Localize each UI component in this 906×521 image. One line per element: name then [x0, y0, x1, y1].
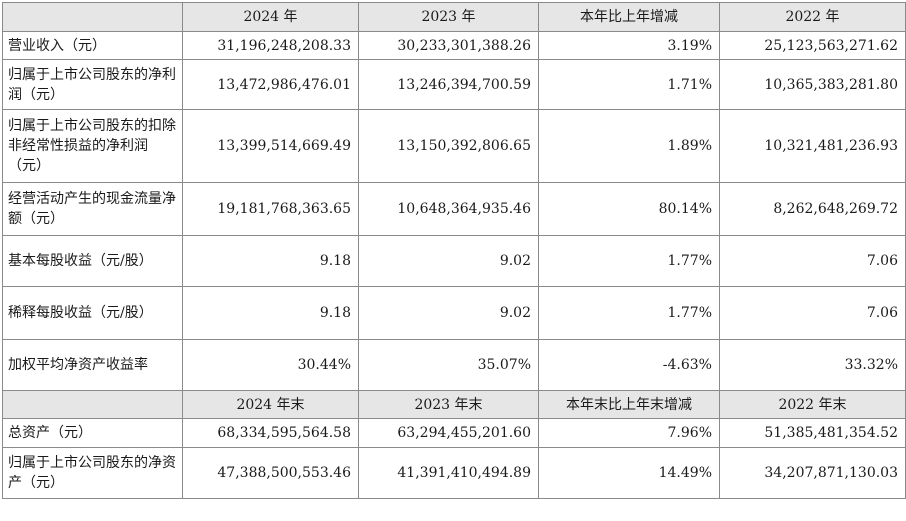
value-change: 80.14%: [538, 182, 720, 236]
value-2023: 9.02: [358, 286, 539, 340]
financial-summary-table: 2024 年 2023 年 本年比上年增减 2022 年 营业收入（元） 31,…: [2, 2, 906, 499]
table-row-weighted-roe: 加权平均净资产收益率 30.44% 35.07% -4.63% 33.32%: [2, 339, 906, 391]
value-2024: 19,181,768,363.65: [182, 182, 359, 236]
value-2022: 8,262,648,269.72: [719, 182, 906, 236]
subheader-end-2023: 2023 年末: [358, 390, 539, 419]
row-label: 总资产（元）: [2, 418, 183, 448]
value-2022: 51,385,481,354.52: [719, 418, 906, 448]
value-2022: 7.06: [719, 286, 906, 340]
value-2023: 13,246,394,700.59: [358, 59, 539, 110]
subheader-end-2024: 2024 年末: [182, 390, 359, 419]
table-row-net-profit-excl-nonrecurring: 归属于上市公司股东的扣除非经常性损益的净利润（元） 13,399,514,669…: [2, 109, 906, 183]
value-2024: 13,399,514,669.49: [182, 109, 359, 183]
row-label: 营业收入（元）: [2, 31, 183, 60]
value-2024: 68,334,595,564.58: [182, 418, 359, 448]
row-label: 基本每股收益（元/股）: [2, 235, 183, 287]
table-row-net-profit: 归属于上市公司股东的净利润（元） 13,472,986,476.01 13,24…: [2, 59, 906, 110]
value-2024: 9.18: [182, 286, 359, 340]
value-2023: 35.07%: [358, 339, 539, 391]
header-blank-cell: [2, 2, 183, 32]
value-2022: 25,123,563,271.62: [719, 31, 906, 60]
value-2022: 33.32%: [719, 339, 906, 391]
value-2024: 31,196,248,208.33: [182, 31, 359, 60]
value-change: 3.19%: [538, 31, 720, 60]
row-label: 经营活动产生的现金流量净额（元）: [2, 182, 183, 236]
value-change: 1.77%: [538, 286, 720, 340]
value-2023: 10,648,364,935.46: [358, 182, 539, 236]
value-2023: 13,150,392,806.65: [358, 109, 539, 183]
table-row-operating-revenue: 营业收入（元） 31,196,248,208.33 30,233,301,388…: [2, 31, 906, 60]
table-header-row: 2024 年 2023 年 本年比上年增减 2022 年: [2, 2, 906, 32]
header-2024: 2024 年: [182, 2, 359, 32]
subheader-blank-cell: [2, 390, 183, 419]
value-2023: 30,233,301,388.26: [358, 31, 539, 60]
value-change: 1.71%: [538, 59, 720, 110]
value-2023: 41,391,410,494.89: [358, 447, 539, 499]
subheader-end-2022: 2022 年末: [719, 390, 906, 419]
table-row-basic-eps: 基本每股收益（元/股） 9.18 9.02 1.77% 7.06: [2, 235, 906, 287]
value-change: 1.77%: [538, 235, 720, 287]
value-2023: 9.02: [358, 235, 539, 287]
header-2022: 2022 年: [719, 2, 906, 32]
row-label: 归属于上市公司股东的净资产（元）: [2, 447, 183, 499]
table-row-total-assets: 总资产（元） 68,334,595,564.58 63,294,455,201.…: [2, 418, 906, 448]
value-2024: 9.18: [182, 235, 359, 287]
value-change: -4.63%: [538, 339, 720, 391]
value-change: 7.96%: [538, 418, 720, 448]
row-label: 稀释每股收益（元/股）: [2, 286, 183, 340]
value-2024: 47,388,500,553.46: [182, 447, 359, 499]
row-label: 归属于上市公司股东的净利润（元）: [2, 59, 183, 110]
table-subheader-row: 2024 年末 2023 年末 本年末比上年末增减 2022 年末: [2, 390, 906, 419]
subheader-yoy-change: 本年末比上年末增减: [538, 390, 720, 419]
value-2022: 34,207,871,130.03: [719, 447, 906, 499]
value-2022: 10,321,481,236.93: [719, 109, 906, 183]
value-2022: 10,365,383,281.80: [719, 59, 906, 110]
table-row-net-assets: 归属于上市公司股东的净资产（元） 47,388,500,553.46 41,39…: [2, 447, 906, 499]
table-row-operating-cash-flow: 经营活动产生的现金流量净额（元） 19,181,768,363.65 10,64…: [2, 182, 906, 236]
table-row-diluted-eps: 稀释每股收益（元/股） 9.18 9.02 1.77% 7.06: [2, 286, 906, 340]
value-change: 14.49%: [538, 447, 720, 499]
header-2023: 2023 年: [358, 2, 539, 32]
row-label: 加权平均净资产收益率: [2, 339, 183, 391]
header-yoy-change: 本年比上年增减: [538, 2, 720, 32]
value-2022: 7.06: [719, 235, 906, 287]
value-2024: 13,472,986,476.01: [182, 59, 359, 110]
value-2024: 30.44%: [182, 339, 359, 391]
value-2023: 63,294,455,201.60: [358, 418, 539, 448]
value-change: 1.89%: [538, 109, 720, 183]
row-label: 归属于上市公司股东的扣除非经常性损益的净利润（元）: [2, 109, 183, 183]
